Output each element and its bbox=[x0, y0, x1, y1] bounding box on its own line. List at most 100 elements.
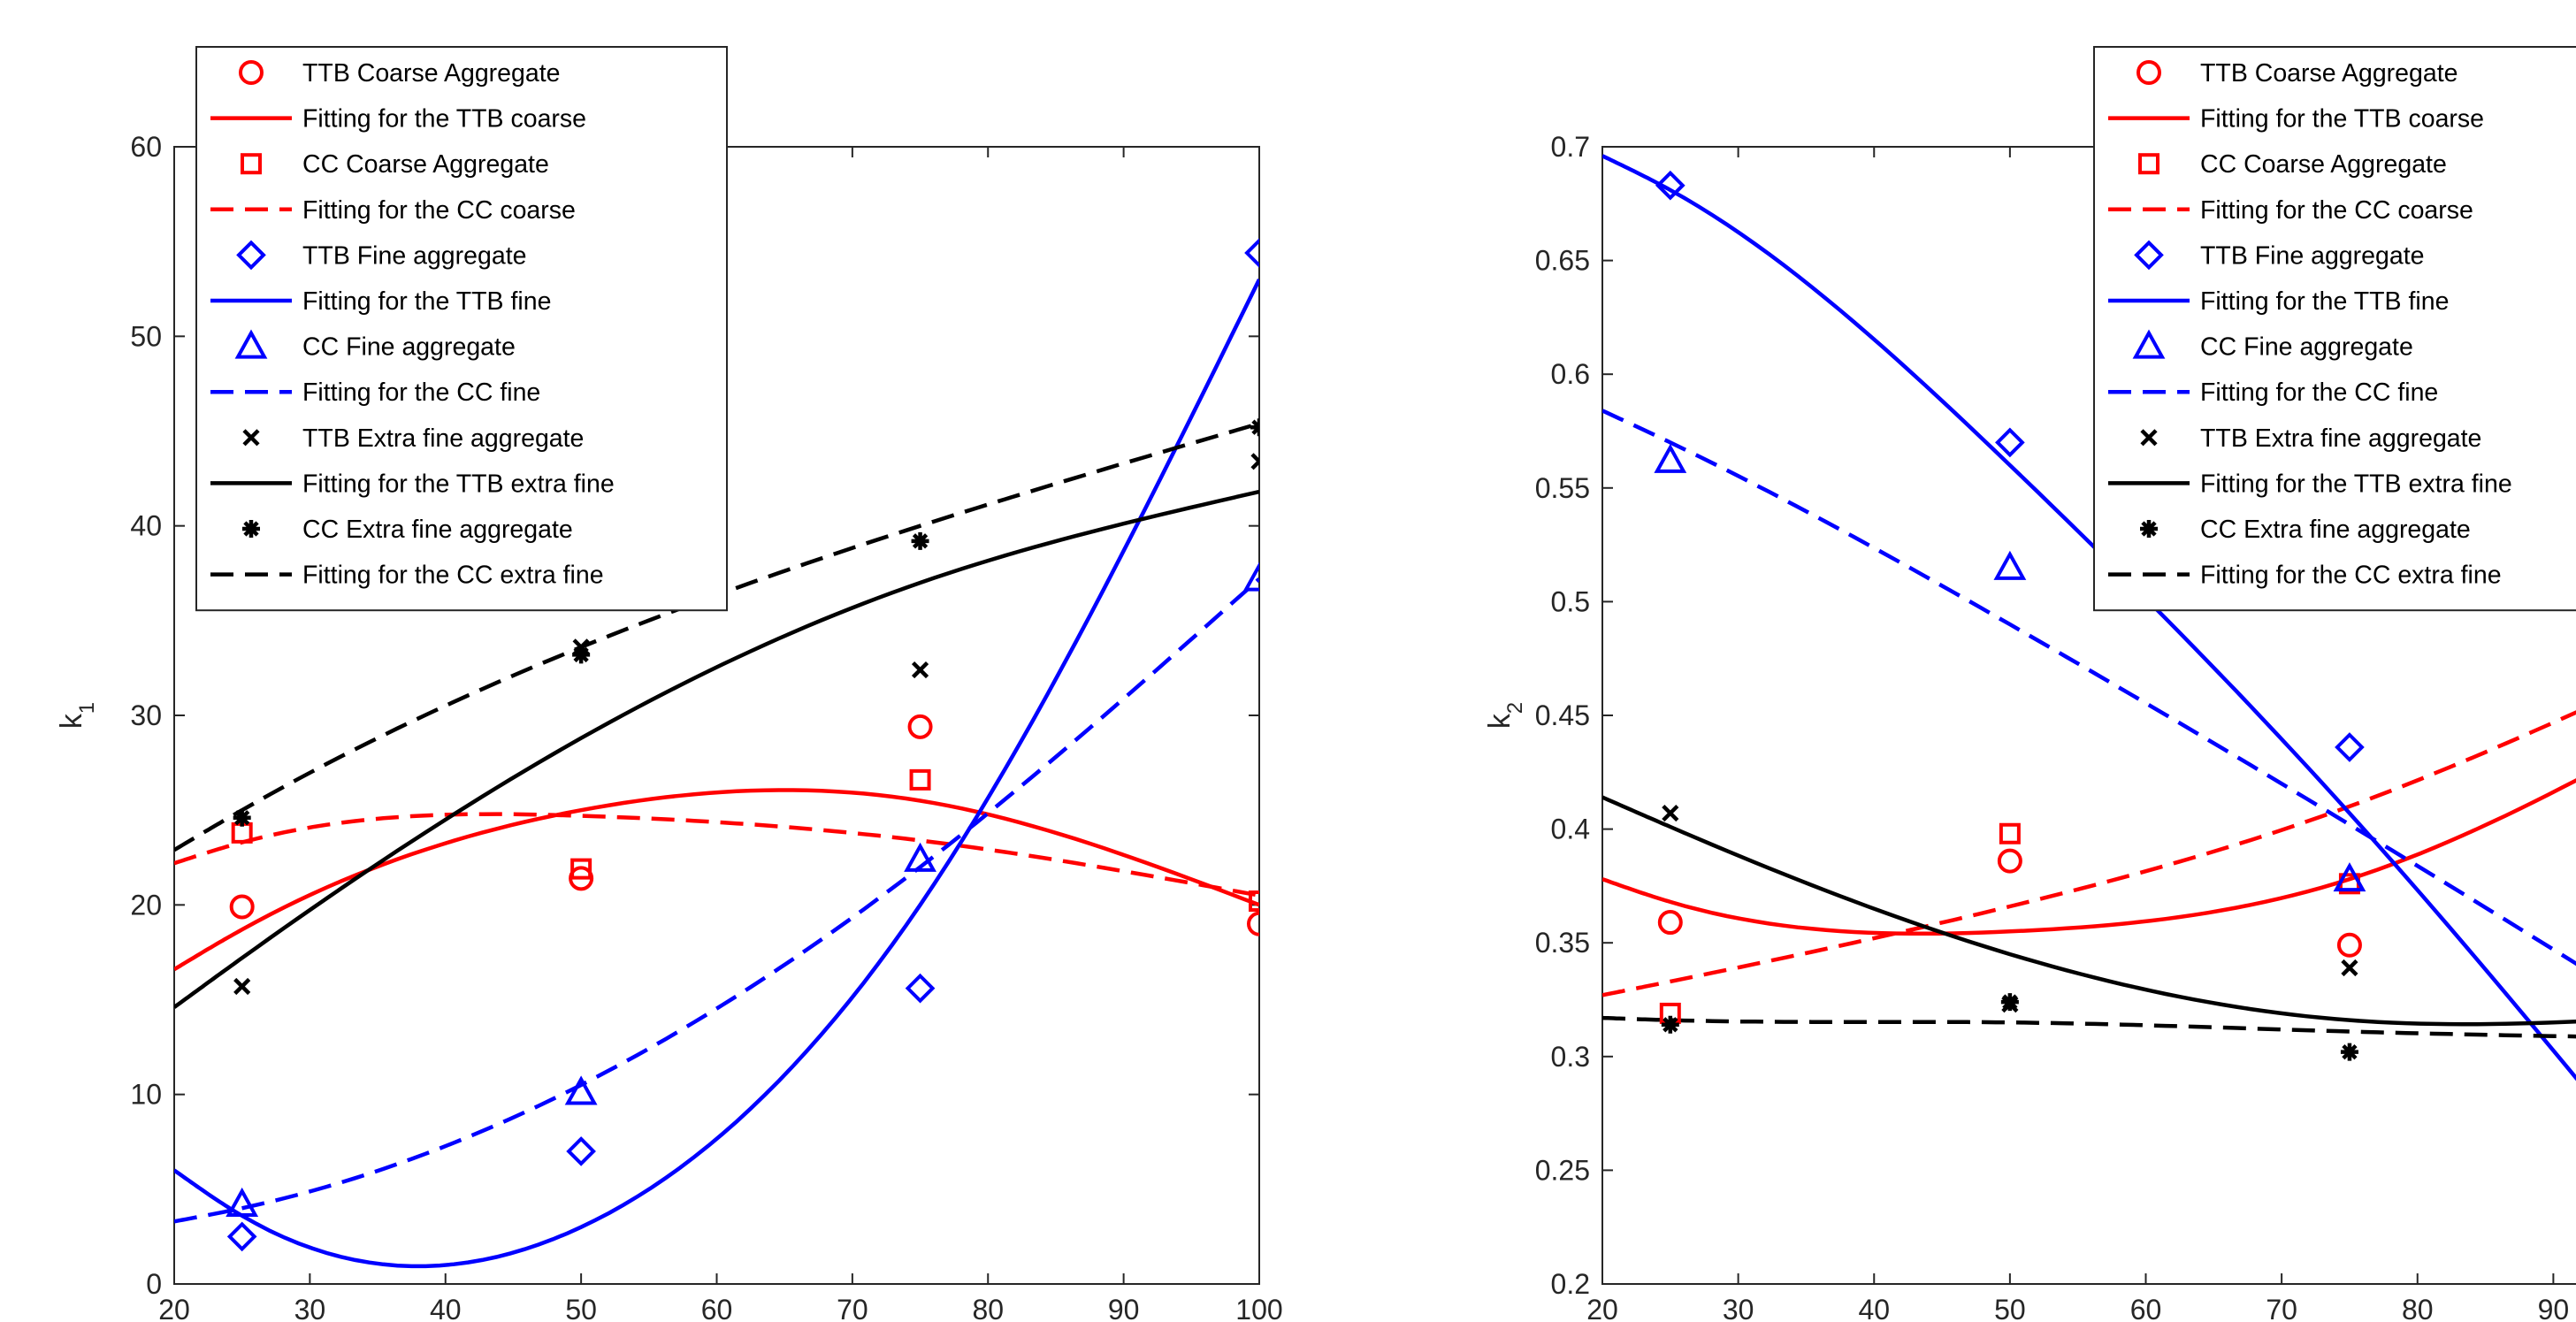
right-y-tick-label: 0.3 bbox=[1551, 1041, 1590, 1073]
left-legend-swatch-cc-fine-aggregate bbox=[234, 329, 268, 359]
left-x-tick-label: 50 bbox=[565, 1294, 597, 1322]
left-data-point-ttb-fine-aggregate bbox=[1244, 238, 1259, 268]
right-legend-label-fitting-for-the-ttb-extra-fine: Fitting for the TTB extra fine bbox=[2200, 470, 2512, 498]
left-y-axis-title-base: k bbox=[55, 713, 88, 729]
right-legend-label-ttb-coarse-aggregate: TTB Coarse Aggregate bbox=[2200, 59, 2458, 88]
left-data-point-cc-extra-fine-aggregate bbox=[233, 808, 251, 827]
left-fit-line-fitting-for-the-ttb-extra-fine bbox=[174, 489, 1259, 1009]
left-x-tick-label: 80 bbox=[972, 1294, 1004, 1322]
left-y-tick-label: 60 bbox=[130, 131, 162, 163]
right-legend-label-cc-fine-aggregate: CC Fine aggregate bbox=[2200, 333, 2413, 362]
right-y-tick-label: 0.25 bbox=[1535, 1154, 1590, 1186]
left-fit-line-fitting-for-the-cc-coarse bbox=[174, 812, 1259, 898]
right-fit-line-fitting-for-the-cc-extra-fine bbox=[1602, 1015, 2576, 1039]
left-legend-swatch-cc-coarse-aggregate bbox=[241, 153, 262, 175]
left-legend-label-fitting-for-the-ttb-coarse: Fitting for the TTB coarse bbox=[302, 105, 586, 134]
right-y-axis-title-base: k bbox=[1483, 713, 1517, 729]
left-data-point-cc-fine-aggregate bbox=[564, 1075, 598, 1105]
right-y-tick-label: 0.6 bbox=[1551, 358, 1590, 390]
right-y-tick-label: 0.65 bbox=[1535, 245, 1590, 277]
left-data-point-ttb-coarse-aggregate bbox=[229, 894, 255, 920]
right-y-axis-title: k2 bbox=[1483, 702, 1527, 729]
right-data-point-cc-extra-fine-aggregate bbox=[2000, 993, 2019, 1012]
right-x-tick-label: 80 bbox=[2402, 1294, 2434, 1322]
left-x-tick-label: 30 bbox=[294, 1294, 326, 1322]
left-data-point-ttb-fine-aggregate bbox=[566, 1136, 596, 1166]
left-x-tick-label: 100 bbox=[1235, 1294, 1282, 1322]
left-data-point-ttb-extra-fine-aggregate bbox=[911, 661, 929, 679]
right-data-point-ttb-fine-aggregate bbox=[2335, 732, 2365, 762]
right-legend-swatch-ttb-fine-aggregate bbox=[2134, 240, 2164, 271]
left-legend-label-ttb-fine-aggregate: TTB Fine aggregate bbox=[302, 241, 526, 270]
left-fit-line-fitting-for-the-cc-fine bbox=[174, 577, 1259, 1224]
left-x-tick-label: 60 bbox=[701, 1294, 733, 1322]
left-y-tick-label: 30 bbox=[130, 699, 162, 731]
right-legend-label-cc-coarse-aggregate: CC Coarse Aggregate bbox=[2200, 150, 2447, 179]
left-data-point-cc-fine-aggregate bbox=[225, 1187, 259, 1217]
panel-right: 20304050607080901000.20.250.30.350.40.45… bbox=[1483, 46, 2576, 1322]
right-data-point-cc-fine-aggregate bbox=[2333, 862, 2366, 892]
right-plot-area bbox=[1602, 154, 2576, 1081]
left-y-tick-label: 10 bbox=[130, 1079, 162, 1111]
left-data-point-cc-fine-aggregate bbox=[904, 842, 936, 872]
right-x-tick-label: 70 bbox=[2266, 1294, 2297, 1322]
right-y-tick-label: 0.45 bbox=[1535, 699, 1590, 731]
right-legend[interactable]: TTB Coarse Aggregate Fitting for the TTB … bbox=[2093, 46, 2576, 612]
right-fit-line-fitting-for-the-cc-fine bbox=[1602, 409, 2576, 967]
left-legend-label-fitting-for-the-cc-extra-fine: Fitting for the CC extra fine bbox=[302, 562, 604, 590]
right-y-tick-label: 0.55 bbox=[1535, 472, 1590, 504]
right-x-tick-label: 50 bbox=[1994, 1294, 2026, 1322]
left-legend-label-fitting-for-the-ttb-fine: Fitting for the TTB fine bbox=[302, 287, 551, 316]
right-x-tick-label: 90 bbox=[2538, 1294, 2570, 1322]
left-legend-label-fitting-for-the-ttb-extra-fine: Fitting for the TTB extra fine bbox=[302, 470, 615, 498]
left-legend[interactable]: TTB Coarse Aggregate Fitting for the TTB … bbox=[195, 46, 728, 612]
left-y-tick-label: 0 bbox=[146, 1268, 162, 1300]
left-y-tick-label: 50 bbox=[130, 320, 162, 352]
right-data-point-cc-coarse-aggregate bbox=[1999, 822, 2021, 844]
right-x-tick-label: 40 bbox=[1858, 1294, 1890, 1322]
right-fit-line-fitting-for-the-cc-coarse bbox=[1602, 710, 2576, 997]
left-data-point-cc-extra-fine-aggregate bbox=[572, 646, 591, 664]
left-x-tick-label: 70 bbox=[837, 1294, 868, 1322]
right-fit-line-fitting-for-the-ttb-coarse bbox=[1602, 778, 2576, 936]
right-legend-label-fitting-for-the-cc-fine: Fitting for the CC fine bbox=[2200, 378, 2438, 407]
left-x-tick-label: 20 bbox=[158, 1294, 190, 1322]
right-data-point-ttb-fine-aggregate bbox=[1655, 170, 1685, 201]
right-legend-label-fitting-for-the-cc-extra-fine: Fitting for the CC extra fine bbox=[2200, 562, 2502, 590]
left-data-point-cc-coarse-aggregate bbox=[1249, 890, 1259, 913]
right-legend-label-ttb-fine-aggregate: TTB Fine aggregate bbox=[2200, 241, 2424, 270]
left-legend-label-cc-coarse-aggregate: CC Coarse Aggregate bbox=[302, 150, 549, 179]
right-data-point-cc-extra-fine-aggregate bbox=[2340, 1043, 2358, 1061]
left-data-point-ttb-coarse-aggregate bbox=[907, 714, 933, 739]
right-y-axis-title-subscript: 2 bbox=[1503, 702, 1527, 714]
left-fit-line-fitting-for-the-ttb-coarse bbox=[174, 788, 1259, 972]
right-legend-swatch-cc-fine-aggregate bbox=[2132, 329, 2166, 359]
left-data-point-ttb-extra-fine-aggregate bbox=[1250, 453, 1259, 470]
left-legend-label-fitting-for-the-cc-coarse: Fitting for the CC coarse bbox=[302, 196, 576, 225]
left-data-point-ttb-extra-fine-aggregate bbox=[233, 977, 251, 996]
left-legend-label-cc-extra-fine-aggregate: CC Extra fine aggregate bbox=[302, 516, 573, 544]
right-fit-line-fitting-for-the-ttb-fine bbox=[1602, 154, 2576, 1081]
left-x-tick-label: 40 bbox=[430, 1294, 462, 1322]
left-legend-label-fitting-for-the-cc-fine: Fitting for the CC fine bbox=[302, 378, 540, 407]
left-legend-label-ttb-coarse-aggregate: TTB Coarse Aggregate bbox=[302, 59, 561, 88]
right-legend-swatch-cc-extra-fine-aggregate bbox=[2140, 520, 2158, 538]
left-data-point-cc-extra-fine-aggregate bbox=[911, 531, 929, 550]
left-data-point-ttb-fine-aggregate bbox=[905, 973, 936, 1004]
left-legend-label-cc-fine-aggregate: CC Fine aggregate bbox=[302, 333, 516, 362]
left-y-axis-title: k1 bbox=[55, 702, 99, 729]
right-legend-label-cc-extra-fine-aggregate: CC Extra fine aggregate bbox=[2200, 516, 2471, 544]
right-x-tick-label: 60 bbox=[2130, 1294, 2162, 1322]
left-legend-swatch-ttb-fine-aggregate bbox=[236, 240, 266, 271]
right-legend-label-fitting-for-the-cc-coarse: Fitting for the CC coarse bbox=[2200, 196, 2473, 225]
left-y-tick-label: 40 bbox=[130, 510, 162, 542]
right-legend-swatch-ttb-extra-fine-aggregate bbox=[2140, 429, 2158, 447]
left-legend-swatch-cc-extra-fine-aggregate bbox=[242, 520, 260, 538]
left-data-point-cc-coarse-aggregate bbox=[570, 858, 592, 880]
right-data-point-cc-extra-fine-aggregate bbox=[1661, 1015, 1679, 1034]
right-data-point-ttb-extra-fine-aggregate bbox=[2341, 959, 2358, 977]
right-legend-box bbox=[2093, 46, 2576, 612]
left-data-point-ttb-coarse-aggregate bbox=[1247, 911, 1259, 936]
right-fit-line-fitting-for-the-ttb-extra-fine bbox=[1602, 795, 2576, 1027]
